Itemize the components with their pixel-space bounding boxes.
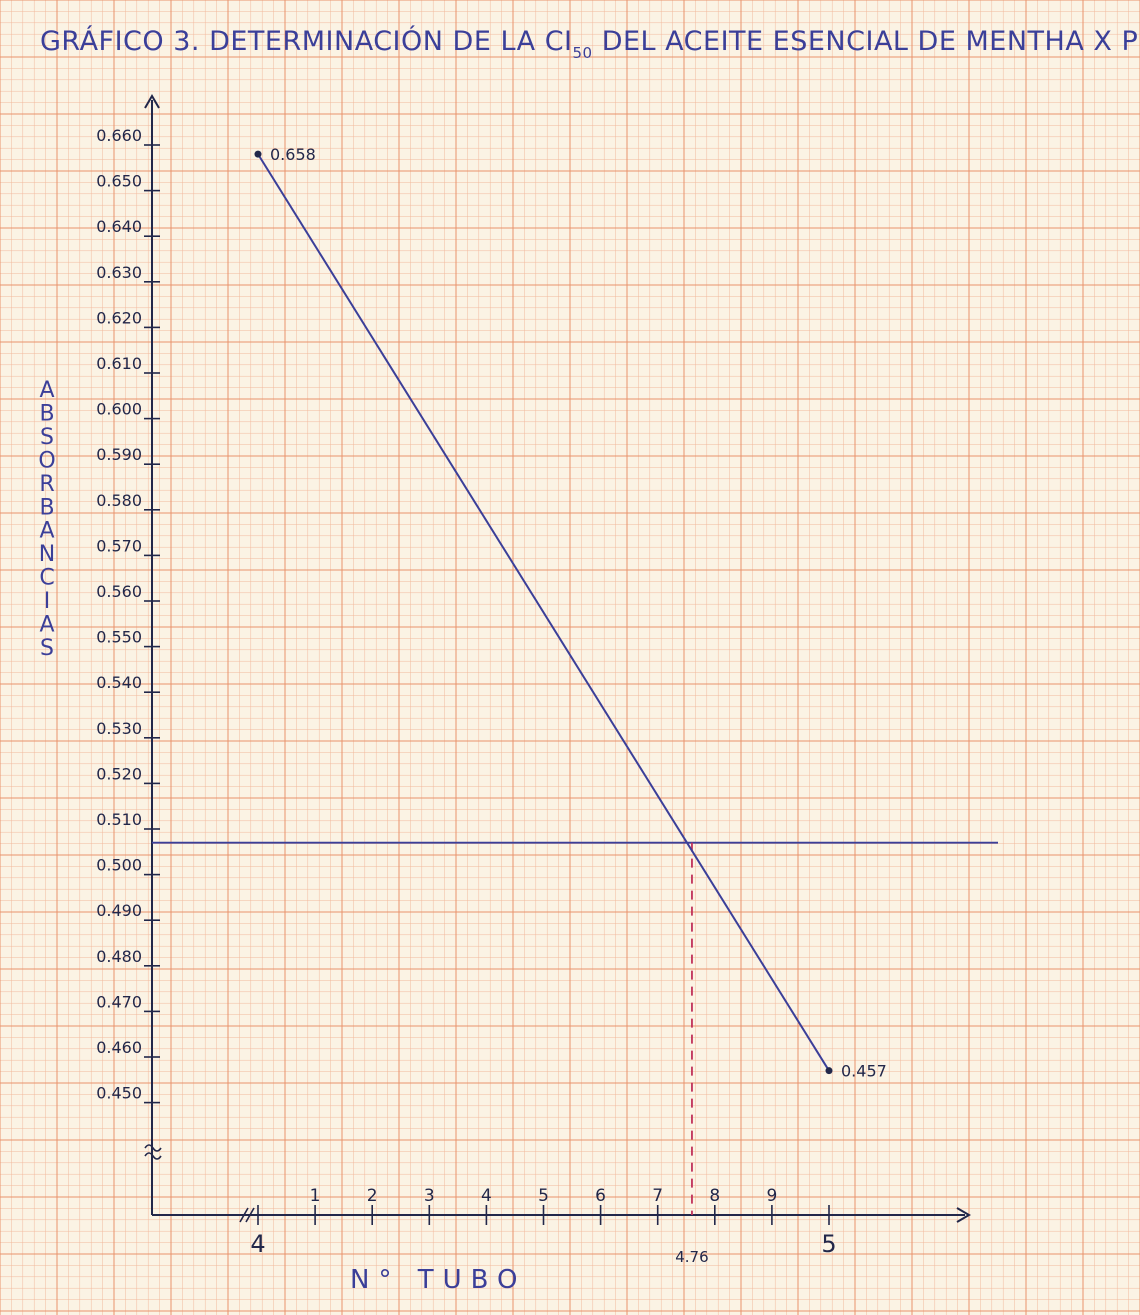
y-axis-label-letter: S xyxy=(40,425,54,450)
data-point-label: 0.457 xyxy=(841,1062,887,1081)
y-tick-label: 0.650 xyxy=(96,172,142,191)
x-axis-arrowhead xyxy=(956,1207,971,1223)
x-tick-label: 1 xyxy=(310,1186,321,1206)
y-axis-label-letter: B xyxy=(39,401,54,426)
y-tick-label: 0.480 xyxy=(96,947,142,966)
chart-title: GRÁFICO 3. DETERMINACIÓN DE LA CI50 DEL … xyxy=(40,25,1140,62)
x-tick-label: 6 xyxy=(595,1186,606,1206)
y-tick-label: 0.490 xyxy=(96,901,142,920)
data-point-label: 0.658 xyxy=(270,145,316,164)
y-axis-label-letter: A xyxy=(39,613,54,638)
x-tick-label: 5 xyxy=(821,1230,836,1258)
y-axis-label-letter: N xyxy=(39,542,55,567)
x-tick-label: 2 xyxy=(367,1186,378,1206)
intersection-label: 4.76 xyxy=(675,1248,708,1266)
chart-title-rest: DEL ACEITE ESENCIAL DE MENTHA X PIPERITA xyxy=(593,26,1140,57)
chart-title-subscript: 50 xyxy=(573,44,593,62)
y-axis-break xyxy=(144,1152,162,1160)
y-axis-label-letter: O xyxy=(38,448,55,473)
x-tick-label: 7 xyxy=(652,1186,663,1206)
y-axis-label-letter: B xyxy=(39,495,54,520)
y-tick-label: 0.500 xyxy=(96,856,142,875)
y-tick-label: 0.610 xyxy=(96,354,142,373)
data-point xyxy=(254,150,262,158)
y-tick-label: 0.550 xyxy=(96,628,142,647)
y-axis-label-letter: R xyxy=(39,472,54,497)
y-tick-label: 0.570 xyxy=(96,536,142,555)
y-tick-label: 0.520 xyxy=(96,764,142,783)
data-series: 0.658 0.457 xyxy=(254,145,887,1081)
x-tick-label: 4 xyxy=(250,1230,265,1258)
chart-title-main: GRÁFICO 3. DETERMINACIÓN DE LA CI xyxy=(40,25,573,57)
y-axis-arrowhead xyxy=(144,94,160,109)
data-point xyxy=(825,1067,833,1075)
y-tick-label: 0.450 xyxy=(96,1084,142,1103)
y-axis-label-letter: A xyxy=(39,378,54,403)
y-tick-label: 0.620 xyxy=(96,308,142,327)
x-axis-label: N° TUBO xyxy=(350,1265,526,1295)
y-axis-ticks: 0.660 0.650 0.640 0.630 0.620 0.610 0.600 0.590… xyxy=(96,126,160,1104)
y-tick-label: 0.560 xyxy=(96,582,142,601)
x-axis-break xyxy=(239,1207,249,1223)
y-axis-break xyxy=(144,1144,162,1152)
x-tick-label: 8 xyxy=(709,1186,720,1206)
x-tick-label: 4 xyxy=(481,1186,492,1206)
y-tick-label: 0.580 xyxy=(96,491,142,510)
y-axis-label-letter: S xyxy=(40,636,54,661)
series-line xyxy=(257,153,830,1072)
y-tick-label: 0.470 xyxy=(96,992,142,1011)
y-tick-label: 0.640 xyxy=(96,217,142,236)
y-tick-label: 0.630 xyxy=(96,263,142,282)
y-tick-label: 0.600 xyxy=(96,400,142,419)
y-tick-label: 0.540 xyxy=(96,673,142,692)
y-tick-label: 0.510 xyxy=(96,810,142,829)
x-tick-label: 5 xyxy=(538,1186,549,1206)
y-tick-label: 0.530 xyxy=(96,719,142,738)
y-axis-label-letter: I xyxy=(44,589,51,614)
x-tick-label: 9 xyxy=(766,1186,777,1206)
y-axis-label-letter: C xyxy=(39,566,54,591)
y-tick-label: 0.590 xyxy=(96,445,142,464)
x-axis-ticks: 4 1 2 3 4 5 6 7 8 9 5 xyxy=(250,1186,836,1258)
x-axis-break xyxy=(245,1207,255,1223)
reference-lines: 4.76 xyxy=(152,841,998,1266)
y-tick-label: 0.660 xyxy=(96,126,142,145)
x-tick-label: 3 xyxy=(424,1186,435,1206)
y-tick-label: 0.460 xyxy=(96,1038,142,1057)
y-axis-label-letter: A xyxy=(39,519,54,544)
